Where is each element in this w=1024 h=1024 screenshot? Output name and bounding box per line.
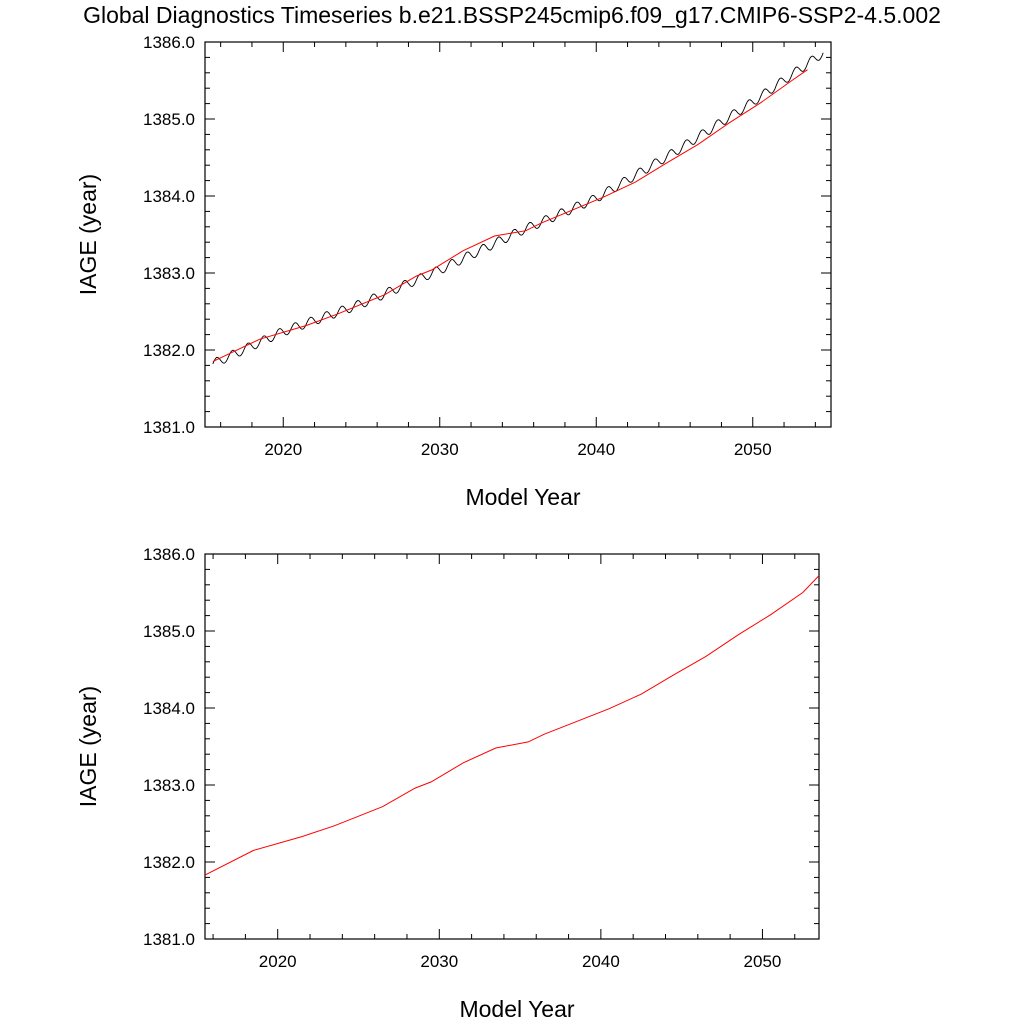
x-tick-label: 2050 xyxy=(734,440,772,459)
y-tick-label: 1384.0 xyxy=(143,699,195,718)
y-tick-label: 1385.0 xyxy=(143,110,195,129)
x-axis-title: Model Year xyxy=(465,484,580,510)
y-axis-title: IAGE (year) xyxy=(75,686,101,807)
x-tick-label: 2020 xyxy=(264,440,302,459)
plot-frame xyxy=(204,553,820,940)
page-title: Global Diagnostics Timeseries b.e21.BSSP… xyxy=(83,2,941,28)
x-axis-title: Model Year xyxy=(459,996,574,1022)
x-tick-label: 2020 xyxy=(259,952,297,971)
y-tick-label: 1382.0 xyxy=(143,341,195,360)
x-tick-label: 2050 xyxy=(744,952,782,971)
x-tick-label: 2030 xyxy=(420,952,458,971)
annual-series-line xyxy=(205,575,819,876)
y-tick-label: 1385.0 xyxy=(143,622,195,641)
y-tick-label: 1383.0 xyxy=(143,776,195,795)
bottom-chart-panel: 2020 2030 2040 2050 1381.0 1382.0 1383.0 1384.0… xyxy=(75,545,820,1022)
x-tick-label: 2030 xyxy=(421,440,459,459)
y-axis-title: IAGE (year) xyxy=(75,174,101,295)
monthly-series-line xyxy=(212,52,824,365)
y-tick-label: 1382.0 xyxy=(143,853,195,872)
y-tick-label: 1381.0 xyxy=(143,930,195,949)
x-tick-label: 2040 xyxy=(577,440,615,459)
y-tick-label: 1381.0 xyxy=(143,418,195,437)
y-tick-label: 1386.0 xyxy=(143,545,195,564)
top-chart-panel: 2020 2030 2040 2050 1381.0 1382.0 1383.0 1384.0… xyxy=(75,33,832,510)
y-tick-label: 1383.0 xyxy=(143,264,195,283)
y-tick-label: 1384.0 xyxy=(143,187,195,206)
y-tick-label: 1386.0 xyxy=(143,33,195,52)
annual-series-line xyxy=(212,69,808,363)
plot-frame xyxy=(204,41,832,428)
x-tick-label: 2040 xyxy=(582,952,620,971)
